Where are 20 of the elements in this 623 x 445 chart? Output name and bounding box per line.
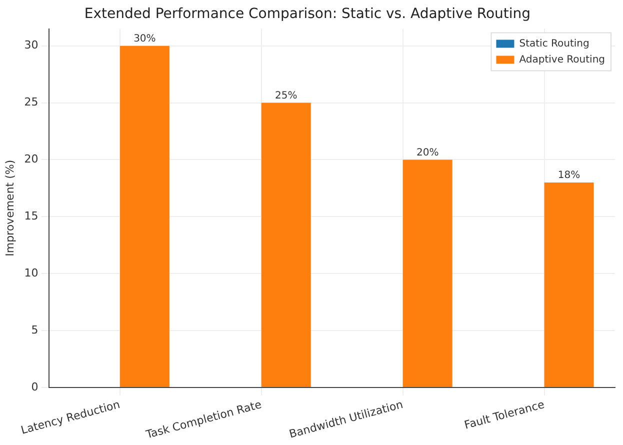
y-tick-label: 15 xyxy=(24,210,38,223)
data-label: 18% xyxy=(558,170,580,182)
y-tick-label: 10 xyxy=(24,266,38,280)
y-tick-label: 20 xyxy=(24,152,38,166)
x-tick-label: Fault Tolerance xyxy=(462,398,546,432)
y-tick-label: 5 xyxy=(31,323,38,336)
bar xyxy=(544,182,594,387)
legend-label: Static Routing xyxy=(519,38,590,50)
data-label: 30% xyxy=(134,33,156,44)
bar xyxy=(402,160,452,387)
y-tick-label: 25 xyxy=(24,96,38,109)
chart-title: Extended Performance Comparison: Static vs. Adaptive Routing xyxy=(84,6,531,22)
legend-label: Adaptive Routing xyxy=(519,54,606,66)
y-axis-title: Improvement (%) xyxy=(3,160,16,256)
y-tick-label: 30 xyxy=(24,38,38,52)
bar xyxy=(261,102,311,387)
data-label: 25% xyxy=(275,90,298,102)
bar xyxy=(120,46,170,387)
y-tick-label: 0 xyxy=(31,380,38,394)
data-label: 20% xyxy=(416,147,439,158)
